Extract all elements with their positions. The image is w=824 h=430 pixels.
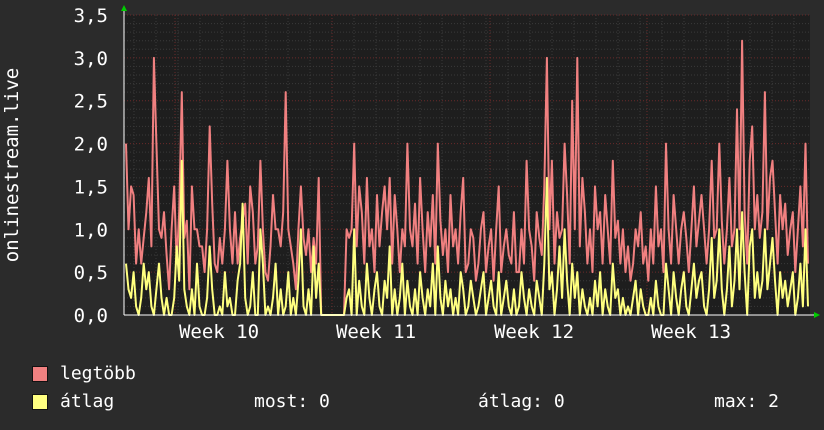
y-tick-label: 2,5 (74, 91, 108, 113)
legend-swatch-atlag (32, 394, 48, 410)
y-tick-label: 0,5 (74, 262, 108, 284)
y-tick-label: 1,5 (74, 176, 108, 198)
legend-swatch-legtobb (32, 366, 48, 382)
x-axis-arrow (814, 312, 820, 318)
y-axis-label: onlinestream.live (1, 68, 23, 262)
x-tick-label: Week 10 (179, 321, 259, 343)
y-tick-label: 1,0 (74, 219, 108, 241)
stat-average: átlag: 0 (478, 391, 565, 412)
series-line-legtobb (125, 39, 809, 316)
legend-label-atlag: átlag (60, 391, 115, 412)
y-tick-label: 0,0 (74, 305, 108, 327)
stat-now: most: 0 (254, 391, 330, 412)
y-tick-label: 2,0 (74, 134, 108, 156)
series-line-atlag (125, 159, 809, 316)
y-tick-label: 3,5 (74, 5, 108, 27)
stat-max: max: 2 (714, 391, 780, 412)
y-axis-arrow (121, 5, 127, 11)
legend-label-legtobb: legtöbb (60, 363, 136, 384)
line-chart: 0,0 0,5 1,0 1,5 2,0 2,5 3,0 3,5 Week 10 Week 11 We… (1, 5, 820, 343)
x-tick-label: Week 13 (651, 321, 731, 343)
x-tick-label: Week 11 (336, 321, 416, 343)
x-tick-label: Week 12 (494, 321, 574, 343)
y-tick-label: 3,0 (74, 48, 108, 70)
